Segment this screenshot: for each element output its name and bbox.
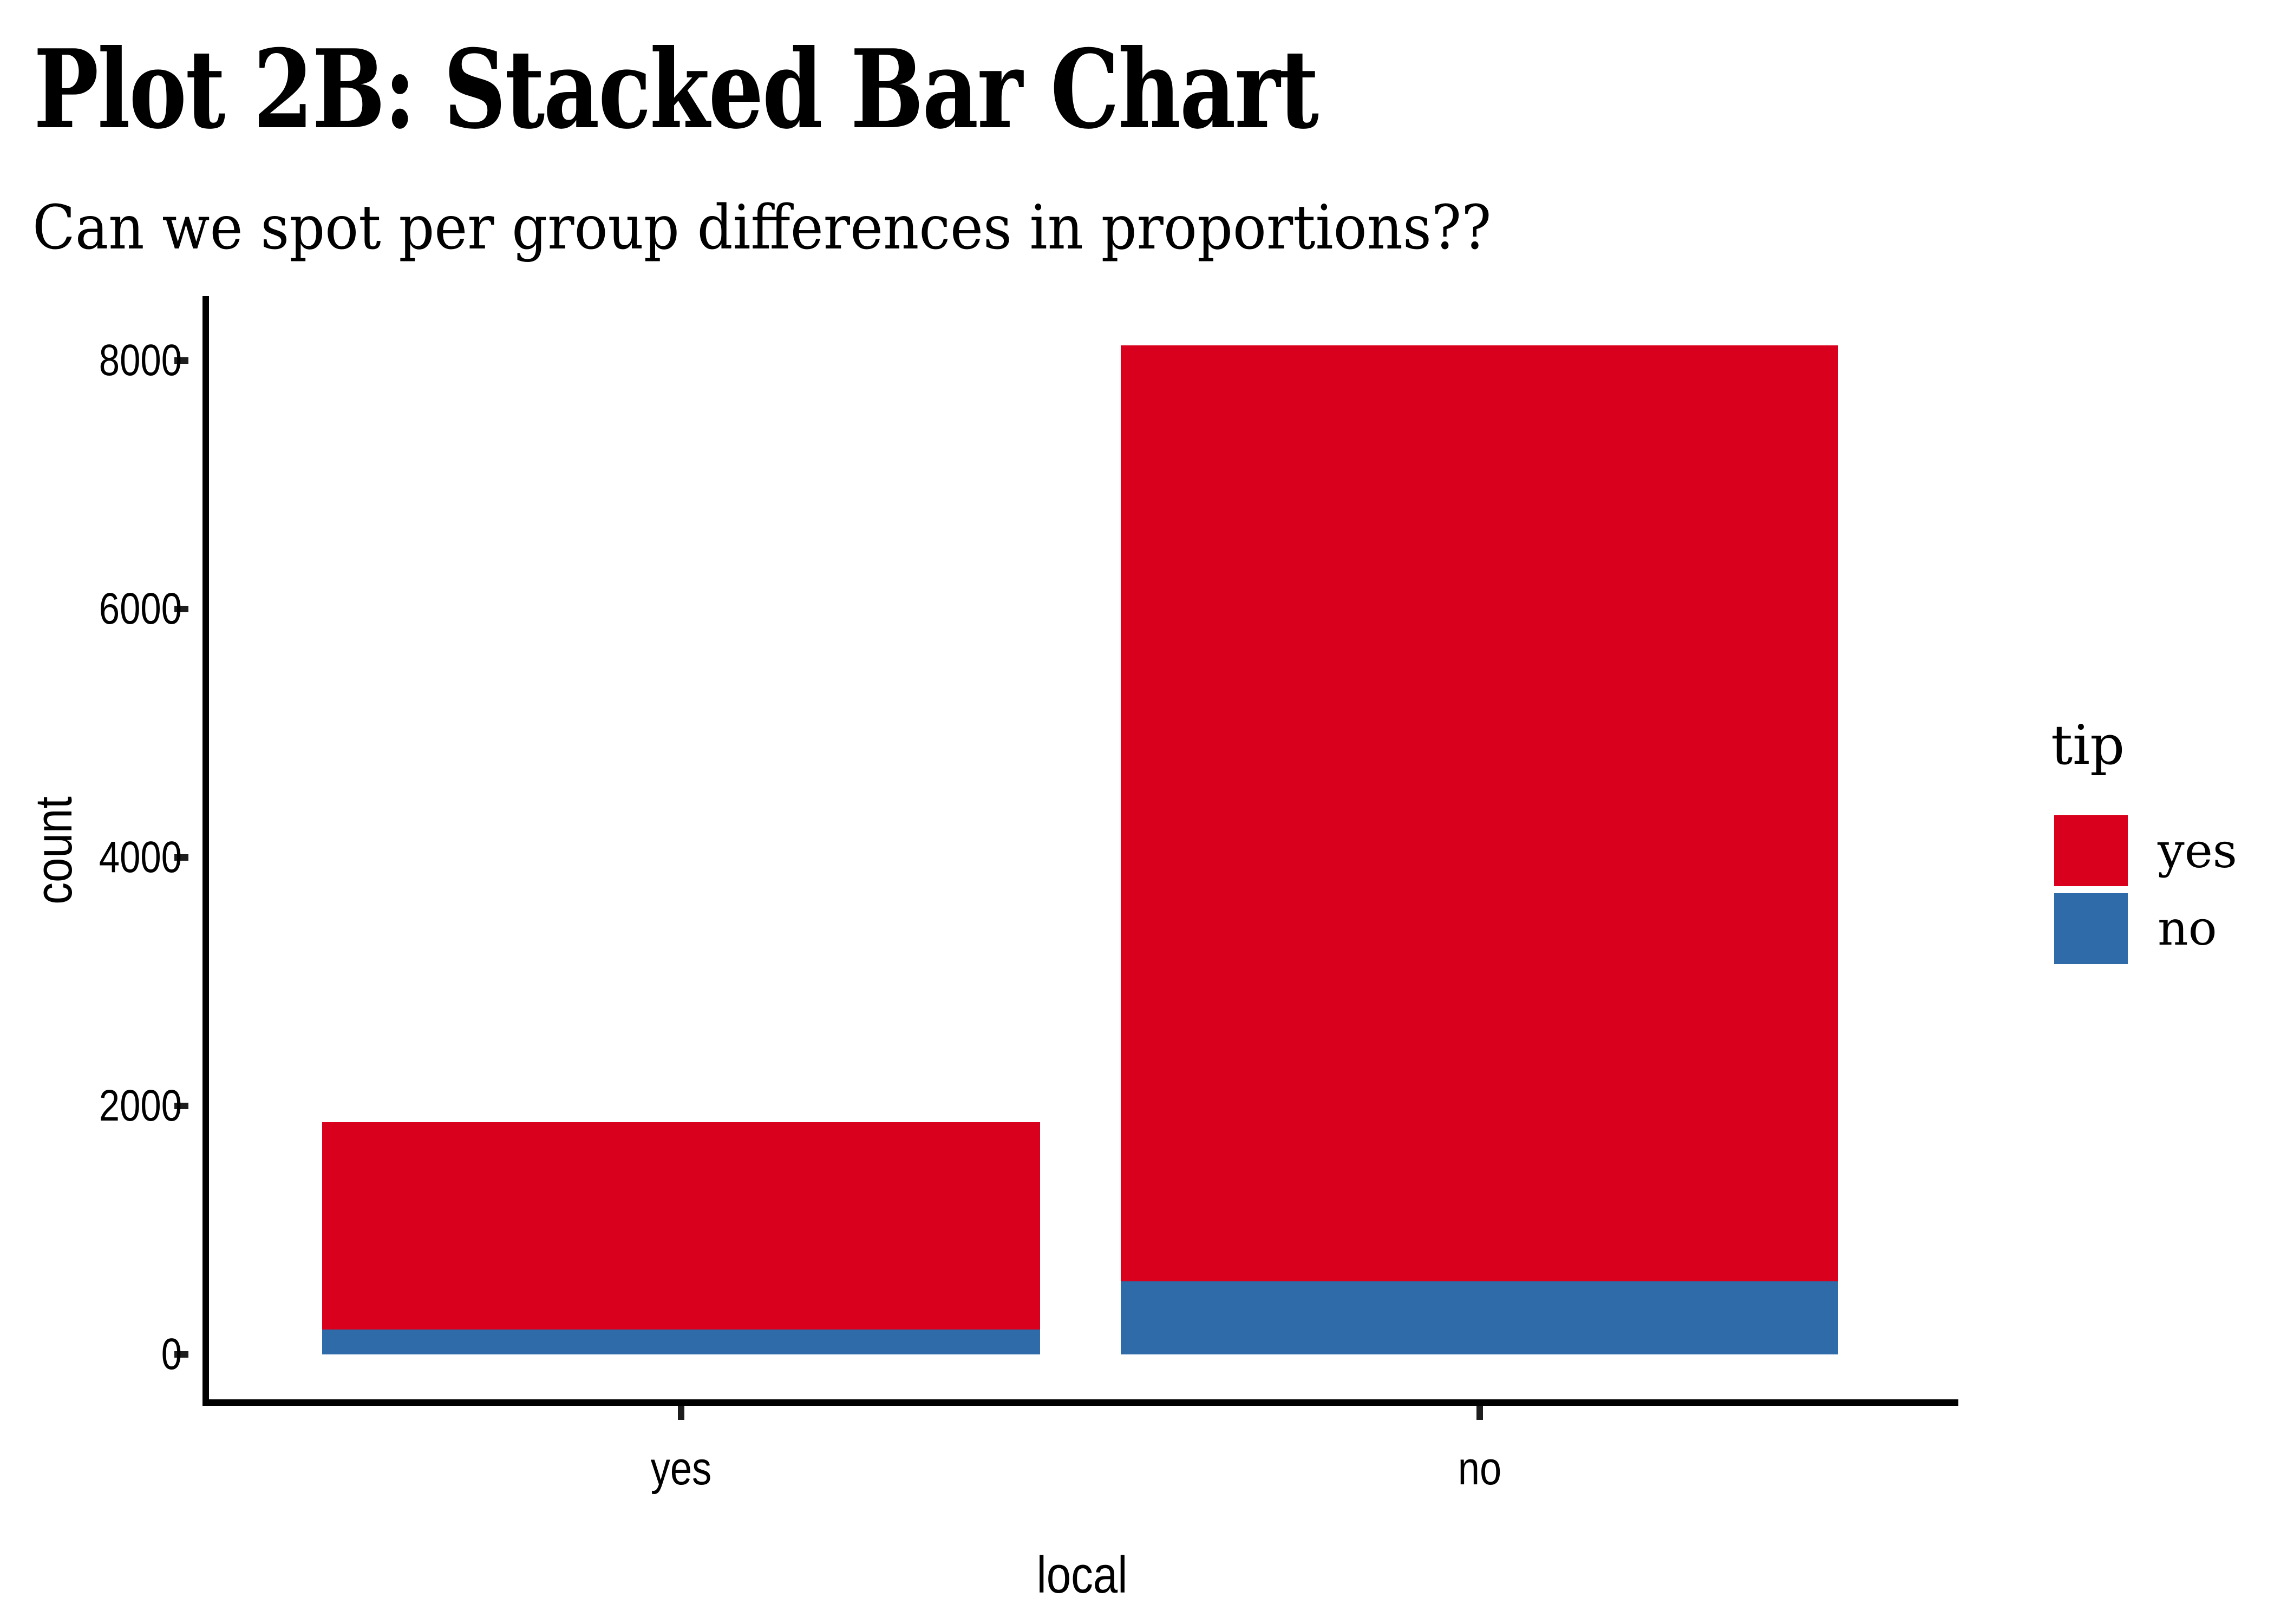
chart-title: Plot 2B: Stacked Bar Chart [34,26,1319,153]
y-tick-label-6000: 6000 [99,584,182,633]
y-tick-label-4000: 4000 [99,833,182,882]
legend-label-yes: yes [2158,823,2237,879]
y-tick-4000 [174,854,188,861]
chart-subtitle: Can we spot per group differences in pro… [32,193,1492,263]
legend-swatch-yes [2054,815,2128,886]
legend-title: tip [2051,713,2125,777]
x-axis-line [202,1399,1958,1406]
x-tick-yes [678,1406,684,1420]
legend-swatch-no [2054,893,2128,964]
y-tick-6000 [174,606,188,612]
bar-yes-yes [322,1122,1040,1330]
x-tick-no [1476,1406,1483,1420]
y-tick-label-2000: 2000 [99,1081,182,1130]
y-tick-label-8000: 8000 [99,336,182,385]
y-tick-2000 [174,1103,188,1109]
x-tick-label-yes: yes [650,1443,712,1495]
y-tick-8000 [174,357,188,364]
legend-label-no: no [2158,900,2217,956]
y-axis-line [202,296,209,1406]
y-axis-title: count [25,796,83,905]
x-axis-title: local [1036,1546,1128,1604]
bar-no-no [1121,1281,1838,1354]
y-tick-label-0: 0 [161,1330,182,1379]
x-tick-label-no: no [1458,1443,1501,1495]
bar-no-yes [1121,345,1838,1281]
y-tick-0 [174,1351,188,1358]
bar-yes-no [322,1330,1040,1354]
